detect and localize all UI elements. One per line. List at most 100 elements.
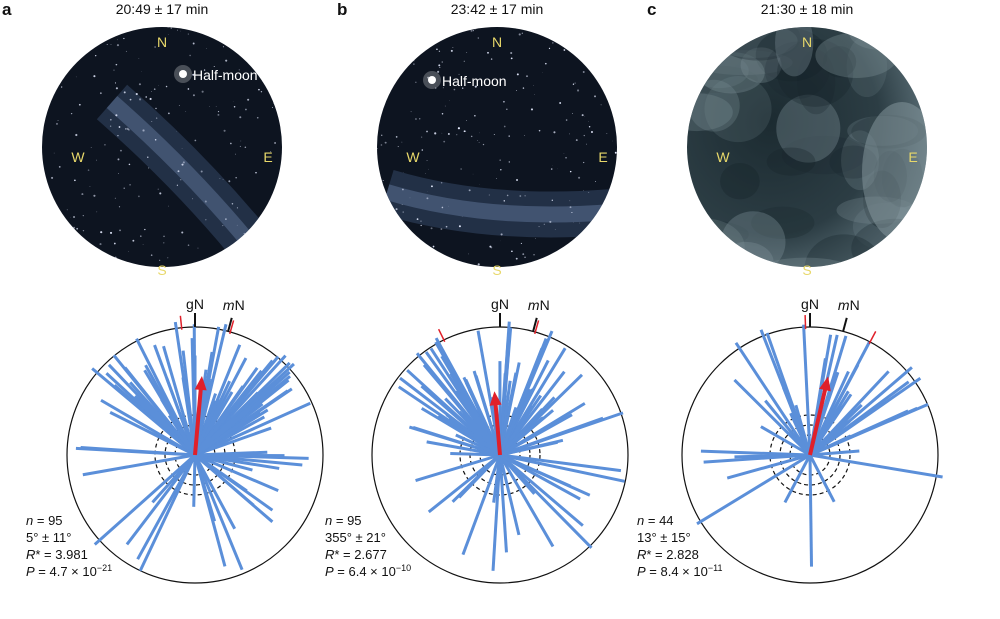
direction-line bbox=[455, 433, 501, 457]
direction-line bbox=[193, 344, 242, 456]
direction-line bbox=[498, 330, 554, 456]
direction-line bbox=[499, 453, 584, 527]
direction-line bbox=[499, 453, 625, 483]
direction-line bbox=[193, 454, 217, 522]
stats-block: n = 95 5° ± 11° R* = 3.981 P = 4.7 × 10−… bbox=[26, 512, 112, 580]
compass-e: E bbox=[908, 149, 917, 165]
ci-tick bbox=[534, 320, 540, 335]
moon-icon bbox=[179, 70, 187, 78]
stat-p: P = 4.7 × 10−21 bbox=[26, 563, 113, 580]
direction-line bbox=[194, 407, 250, 457]
stat-mean: 5° ± 11° bbox=[26, 530, 72, 545]
direction-line bbox=[499, 416, 604, 457]
mean-vector-arrow bbox=[808, 383, 829, 456]
ci-tick bbox=[229, 320, 235, 335]
direction-line bbox=[193, 369, 263, 456]
direction-line bbox=[408, 425, 501, 457]
direction-line bbox=[696, 453, 811, 526]
mean-vector-arrow bbox=[493, 399, 502, 456]
gn-label: gN bbox=[491, 296, 509, 312]
direction-line bbox=[194, 426, 272, 457]
panel-b: b 23:42 ± 17 min n = 95 355° ± 21° R* = … bbox=[325, 0, 657, 619]
panel-c: c 21:30 ± 18 min n = 44 13° ± 15° R* = 2… bbox=[637, 0, 967, 619]
circular-plot: gN mN bbox=[681, 296, 943, 584]
direction-line bbox=[415, 453, 501, 482]
direction-line bbox=[427, 453, 501, 514]
direction-line bbox=[498, 454, 521, 536]
direction-line bbox=[449, 372, 502, 456]
stat-r: R* = 2.677 bbox=[325, 547, 387, 562]
mn-label: mN bbox=[223, 297, 245, 313]
direction-line bbox=[194, 389, 289, 457]
direction-line bbox=[420, 407, 501, 457]
ci-tick bbox=[437, 328, 446, 343]
direction-line bbox=[734, 342, 812, 456]
direction-line bbox=[136, 454, 197, 560]
gn-label: gN bbox=[801, 296, 819, 312]
direction-line bbox=[192, 324, 197, 456]
direction-line bbox=[415, 352, 502, 456]
direction-line bbox=[498, 454, 536, 495]
direction-line bbox=[499, 453, 622, 473]
mean-vector-arrowhead bbox=[819, 376, 831, 392]
stat-mean: 13° ± 15° bbox=[637, 530, 691, 545]
significance-circle bbox=[769, 414, 851, 496]
ci-tick bbox=[179, 315, 183, 330]
direction-line bbox=[193, 357, 248, 456]
stat-p: P = 6.4 × 10−10 bbox=[325, 563, 412, 580]
direction-line bbox=[75, 446, 196, 457]
panel-time: 21:30 ± 18 min bbox=[760, 1, 854, 17]
compass-n: N bbox=[802, 34, 812, 50]
direction-line bbox=[82, 453, 196, 477]
stat-mean: 355° ± 21° bbox=[325, 530, 386, 545]
direction-line bbox=[499, 438, 564, 457]
direction-line bbox=[450, 451, 501, 457]
direction-line bbox=[194, 453, 280, 470]
direction-line bbox=[498, 394, 542, 456]
direction-line bbox=[192, 454, 197, 507]
direction-line bbox=[123, 366, 197, 456]
compass-n: N bbox=[492, 34, 502, 50]
direction-line bbox=[445, 413, 501, 457]
mean-vector-arrow bbox=[193, 383, 204, 456]
stat-n: n = 44 bbox=[637, 513, 674, 528]
compass-s: S bbox=[492, 262, 501, 278]
direction-line bbox=[194, 453, 279, 493]
circular-plot: gN mN bbox=[66, 296, 324, 584]
direction-line bbox=[194, 453, 248, 493]
direction-line bbox=[726, 453, 811, 480]
sky-image: Half-moon N S W E bbox=[42, 27, 282, 278]
stats-block: n = 44 13° ± 15° R* = 2.828 P = 8.4 × 10… bbox=[637, 512, 722, 580]
stat-n: n = 95 bbox=[26, 513, 63, 528]
direction-line bbox=[733, 378, 812, 457]
moon-icon bbox=[428, 76, 436, 84]
compass-w: W bbox=[406, 149, 420, 165]
compass-e: E bbox=[263, 149, 272, 165]
direction-line bbox=[194, 453, 285, 458]
stat-r: R* = 2.828 bbox=[637, 547, 699, 562]
milky-way bbox=[96, 84, 275, 267]
mean-vector-arrowhead bbox=[489, 391, 502, 406]
moon-label: Half-moon bbox=[193, 67, 258, 83]
stat-r: R* = 3.981 bbox=[26, 547, 88, 562]
direction-line bbox=[808, 454, 814, 567]
circular-plot: gN mN bbox=[371, 296, 629, 584]
direction-line bbox=[809, 449, 860, 457]
compass-s: S bbox=[157, 262, 166, 278]
compass-n: N bbox=[157, 34, 167, 50]
ci-tick bbox=[868, 331, 877, 345]
panel-time: 23:42 ± 17 min bbox=[450, 1, 544, 17]
direction-line bbox=[93, 453, 196, 546]
direction-line bbox=[808, 341, 871, 456]
magnetic-north-tick bbox=[227, 317, 233, 332]
direction-line bbox=[491, 454, 502, 571]
moon-label: Half-moon bbox=[442, 73, 507, 89]
mn-label: mN bbox=[528, 297, 550, 313]
direction-line bbox=[100, 398, 196, 457]
direction-line bbox=[808, 454, 836, 503]
significance-circle bbox=[459, 414, 541, 496]
direction-line bbox=[472, 370, 502, 456]
direction-line bbox=[173, 321, 197, 456]
direction-line bbox=[125, 454, 197, 546]
magnetic-north-tick bbox=[532, 317, 538, 332]
